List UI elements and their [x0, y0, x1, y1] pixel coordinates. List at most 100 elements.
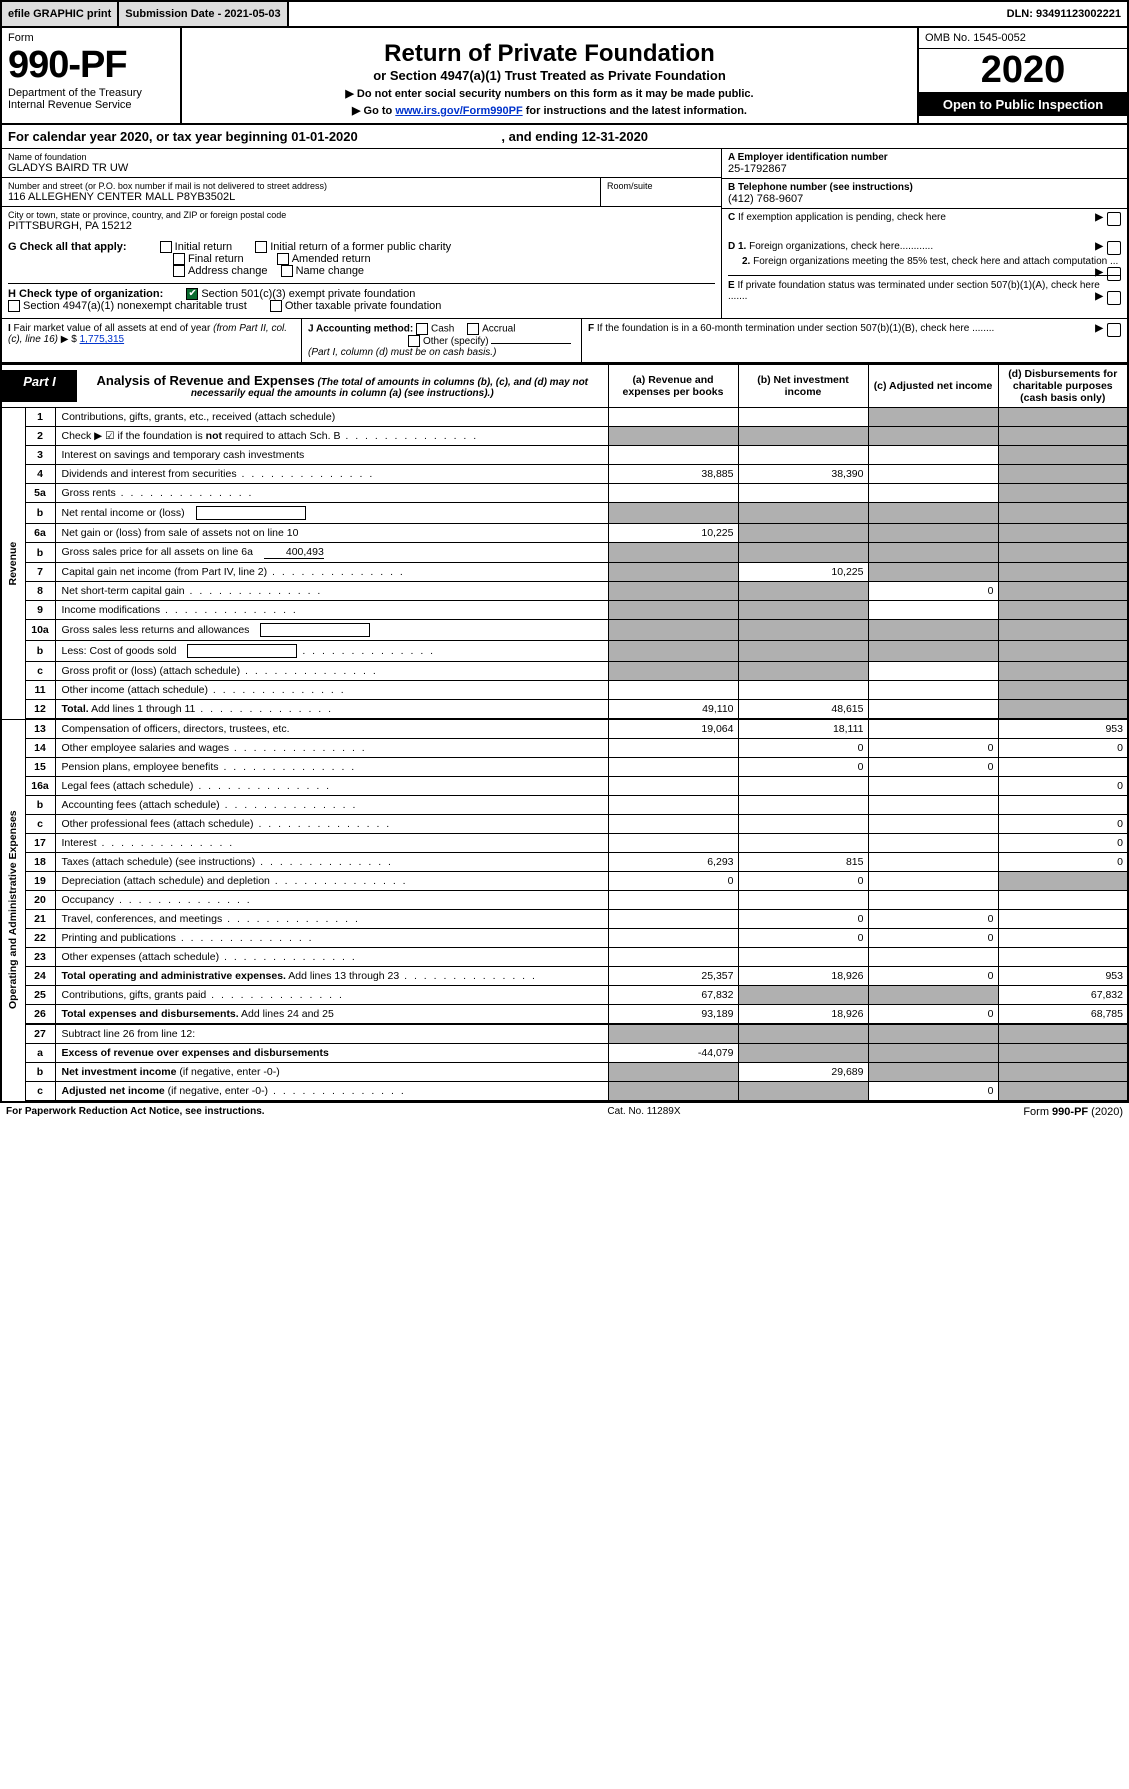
line-description: Gross sales less returns and allowances: [55, 620, 608, 641]
line-description: Gross profit or (loss) (attach schedule): [55, 662, 608, 681]
col-a-header: (a) Revenue and expenses per books: [608, 365, 738, 408]
cell-value: [608, 796, 738, 815]
cell-value: [608, 427, 738, 446]
cell-value: [608, 834, 738, 853]
h-4947-checkbox[interactable]: [8, 300, 20, 312]
cell-value: [998, 910, 1128, 929]
cell-value: [998, 662, 1128, 681]
h-other-taxable-checkbox[interactable]: [270, 300, 282, 312]
cell-value: 49,110: [608, 700, 738, 720]
cell-value: [738, 408, 868, 427]
irs-link[interactable]: www.irs.gov/Form990PF: [395, 105, 522, 117]
omb-number: OMB No. 1545-0052: [919, 28, 1127, 49]
cell-value: 67,832: [998, 986, 1128, 1005]
cell-value: [738, 1082, 868, 1102]
line-description: Excess of revenue over expenses and disb…: [55, 1044, 608, 1063]
fmv-value[interactable]: 1,775,315: [80, 334, 125, 345]
line-description: Gross sales price for all assets on line…: [55, 543, 608, 563]
line-number: b: [25, 503, 55, 524]
cell-value: 6,293: [608, 853, 738, 872]
line-number: a: [25, 1044, 55, 1063]
instr-1: ▶ Do not enter social security numbers o…: [188, 87, 911, 100]
submission-date-button[interactable]: Submission Date - 2021-05-03: [119, 2, 288, 26]
cell-value: [998, 872, 1128, 891]
g-amended-checkbox[interactable]: [277, 253, 289, 265]
line-number: 12: [25, 700, 55, 720]
cell-value: 38,885: [608, 465, 738, 484]
cell-value: 10,225: [608, 524, 738, 543]
h-501c3-checkbox[interactable]: [186, 288, 198, 300]
line-description: Net short-term capital gain: [55, 582, 608, 601]
j-other-checkbox[interactable]: [408, 335, 420, 347]
d2-label: 2. Foreign organizations meeting the 85%…: [742, 256, 1121, 267]
cell-value: [608, 620, 738, 641]
cell-value: [868, 408, 998, 427]
col-d-header: (d) Disbursements for charitable purpose…: [998, 365, 1128, 408]
cell-value: [998, 524, 1128, 543]
g-final-return-checkbox[interactable]: [173, 253, 185, 265]
g-initial-return-checkbox[interactable]: [160, 241, 172, 253]
e-checkbox[interactable]: [1107, 291, 1121, 305]
line-description: Contributions, gifts, grants, etc., rece…: [55, 408, 608, 427]
line-description: Other expenses (attach schedule): [55, 948, 608, 967]
d2-checkbox[interactable]: [1107, 267, 1121, 281]
cell-value: [738, 503, 868, 524]
line-number: 13: [25, 719, 55, 739]
check-section-ijf: I Fair market value of all assets at end…: [0, 319, 1129, 364]
cell-value: [738, 681, 868, 700]
cell-value: 0: [608, 872, 738, 891]
f-checkbox[interactable]: [1107, 323, 1121, 337]
g-label: G Check all that apply:: [8, 241, 127, 253]
d1-checkbox[interactable]: [1107, 241, 1121, 255]
d1-label: D 1. Foreign organizations, check here..…: [728, 241, 1121, 252]
cell-value: [868, 446, 998, 465]
line-description: Dividends and interest from securities: [55, 465, 608, 484]
line-number: 7: [25, 563, 55, 582]
j-accrual-checkbox[interactable]: [467, 323, 479, 335]
top-bar: efile GRAPHIC print Submission Date - 20…: [0, 0, 1129, 28]
line-description: Subtract line 26 from line 12:: [55, 1024, 608, 1044]
line-number: 17: [25, 834, 55, 853]
efile-print-button[interactable]: efile GRAPHIC print: [2, 2, 119, 26]
line-description: Other employee salaries and wages: [55, 739, 608, 758]
cell-value: 18,926: [738, 967, 868, 986]
cell-value: [738, 427, 868, 446]
line-description: Income modifications: [55, 601, 608, 620]
j-cash-checkbox[interactable]: [416, 323, 428, 335]
line-description: Printing and publications: [55, 929, 608, 948]
cell-value: [608, 408, 738, 427]
cell-value: [998, 1044, 1128, 1063]
cell-value: [738, 641, 868, 662]
ein-label: A Employer identification number: [728, 152, 1121, 163]
address-label: Number and street (or P.O. box number if…: [8, 181, 594, 191]
line-description: Net investment income (if negative, ente…: [55, 1063, 608, 1082]
cell-value: 18,111: [738, 719, 868, 739]
cell-value: 0: [868, 1082, 998, 1102]
cell-value: [738, 484, 868, 503]
line-number: 2: [25, 427, 55, 446]
cell-value: [738, 986, 868, 1005]
cell-value: 0: [868, 967, 998, 986]
dln-label: DLN: 93491123002221: [1001, 2, 1127, 26]
g-initial-former-checkbox[interactable]: [255, 241, 267, 253]
line-number: b: [25, 1063, 55, 1082]
line-number: 1: [25, 408, 55, 427]
line-description: Legal fees (attach schedule): [55, 777, 608, 796]
cell-value: 0: [738, 739, 868, 758]
cell-value: [998, 408, 1128, 427]
cell-value: 0: [868, 758, 998, 777]
cell-value: [868, 891, 998, 910]
line-number: 20: [25, 891, 55, 910]
g-address-change-checkbox[interactable]: [173, 265, 185, 277]
cell-value: 0: [998, 739, 1128, 758]
cell-value: [998, 543, 1128, 563]
c-checkbox[interactable]: [1107, 212, 1121, 226]
line-number: 23: [25, 948, 55, 967]
g-name-change-checkbox[interactable]: [281, 265, 293, 277]
cell-value: [998, 1024, 1128, 1044]
cell-value: 0: [998, 853, 1128, 872]
col-b-header: (b) Net investment income: [738, 365, 868, 408]
col-c-header: (c) Adjusted net income: [868, 365, 998, 408]
calendar-year-row: For calendar year 2020, or tax year begi…: [0, 125, 1129, 149]
cell-value: [738, 948, 868, 967]
